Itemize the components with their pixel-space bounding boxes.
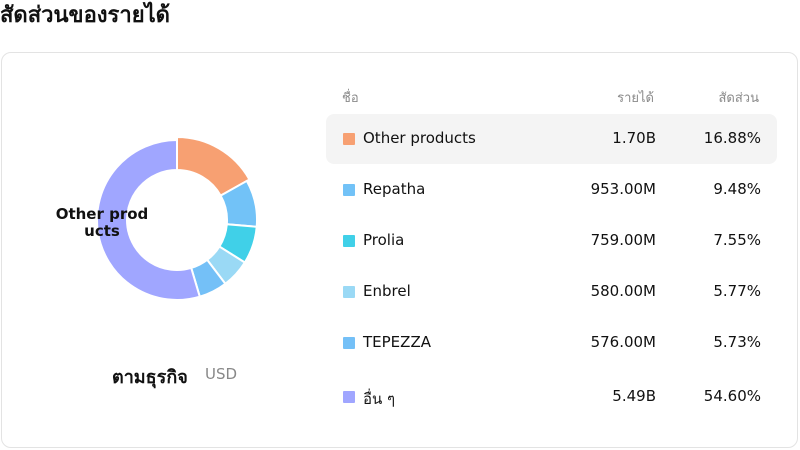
row-name: Repatha bbox=[363, 180, 426, 198]
donut-slice-5[interactable] bbox=[96, 138, 202, 301]
row-revenue: 5.49B bbox=[612, 387, 656, 405]
row-revenue: 576.00M bbox=[590, 333, 656, 351]
row-share: 7.55% bbox=[713, 231, 761, 249]
row-revenue: 580.00M bbox=[590, 282, 656, 300]
table-row[interactable]: อื่น ๆ 5.49B 54.60% bbox=[326, 372, 777, 422]
legend-swatch bbox=[343, 133, 355, 145]
row-share: 9.48% bbox=[713, 180, 761, 198]
legend-swatch bbox=[343, 391, 355, 403]
row-share: 5.73% bbox=[713, 333, 761, 351]
row-name: อื่น ๆ bbox=[363, 390, 396, 408]
row-name: Enbrel bbox=[363, 282, 411, 300]
legend-swatch bbox=[343, 235, 355, 247]
breakdown-label: ตามธุรกิจ bbox=[112, 367, 188, 388]
row-share: 16.88% bbox=[703, 129, 761, 147]
page-title: สัดส่วนของรายได้ bbox=[0, 3, 170, 28]
revenue-share-card: Other products ตามธุรกิจ USD ชื่อ รายได้… bbox=[1, 52, 798, 448]
donut-center-label: Other products bbox=[55, 205, 149, 240]
table-row[interactable]: TEPEZZA 576.00M 5.73% bbox=[326, 318, 777, 368]
row-revenue: 759.00M bbox=[590, 231, 656, 249]
table-row[interactable]: Repatha 953.00M 9.48% bbox=[326, 165, 777, 215]
header-share: สัดส่วน bbox=[718, 91, 760, 106]
row-share: 5.77% bbox=[713, 282, 761, 300]
legend-swatch bbox=[343, 286, 355, 298]
legend-swatch bbox=[343, 337, 355, 349]
row-revenue: 1.70B bbox=[612, 129, 656, 147]
donut-slice-0[interactable] bbox=[176, 135, 251, 197]
table-row[interactable]: Enbrel 580.00M 5.77% bbox=[326, 267, 777, 317]
header-revenue: รายได้ bbox=[617, 91, 654, 106]
row-share: 54.60% bbox=[703, 387, 761, 405]
row-revenue: 953.00M bbox=[590, 180, 656, 198]
currency-unit: USD bbox=[205, 365, 238, 383]
header-name: ชื่อ bbox=[342, 91, 359, 106]
row-name: Other products bbox=[363, 129, 476, 147]
legend-swatch bbox=[343, 184, 355, 196]
table-row[interactable]: Prolia 759.00M 7.55% bbox=[326, 216, 777, 266]
donut-chart-svg bbox=[96, 135, 258, 301]
row-name: Prolia bbox=[363, 231, 405, 249]
table-row[interactable]: Other products 1.70B 16.88% bbox=[326, 114, 777, 164]
donut-chart[interactable] bbox=[77, 133, 277, 307]
row-name: TEPEZZA bbox=[363, 333, 431, 351]
